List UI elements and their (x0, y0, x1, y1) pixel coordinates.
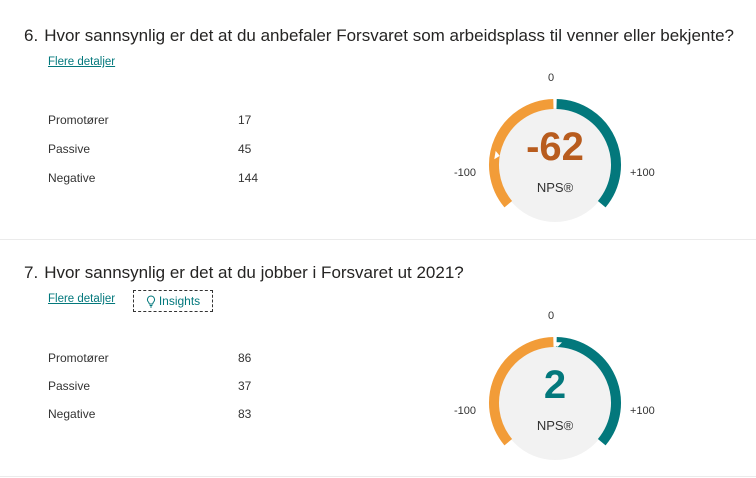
nps-gauge: 0 -100 +100 2 NPS® (440, 308, 670, 460)
question-number: 7. (24, 263, 39, 282)
question-divider (0, 239, 756, 240)
question-title: 6. Hvor sannsynlig er det at du anbefaler… (24, 26, 734, 46)
stat-label: Promotører (48, 113, 109, 127)
gauge-negative-arc (489, 337, 554, 446)
nps-score: -62 (526, 125, 584, 169)
nps-score: 2 (543, 363, 567, 407)
stat-value: 83 (238, 407, 252, 421)
gauge-background (498, 108, 612, 222)
nps-gauge-graphic (489, 99, 621, 222)
question-text: Hvor sannsynlig er det at du anbefaler F… (44, 26, 734, 45)
stat-label: Negative (48, 407, 96, 421)
gauge-score-marker (494, 150, 500, 160)
gauge-min-label: -100 (454, 405, 477, 417)
nps-gauge: 0 -100 +100 -62 NPS® (440, 70, 670, 222)
nps-gauge-graphic (489, 337, 621, 460)
gauge-score-marker (553, 342, 563, 348)
insights-button[interactable]: Insights (133, 290, 213, 312)
gauge-min-label: -100 (454, 167, 477, 179)
stat-value: 17 (238, 113, 252, 127)
nps-label: NPS® (536, 180, 574, 195)
insights-label: Insights (158, 294, 201, 308)
stat-label: Passive (48, 379, 91, 393)
stat-value: 37 (238, 379, 252, 393)
stat-value: 45 (238, 142, 252, 156)
question-text: Hvor sannsynlig er det at du jobber i Fo… (44, 263, 464, 282)
question-number: 6. (24, 26, 39, 45)
gauge-positive-arc (556, 337, 621, 446)
stat-label: Promotører (48, 351, 109, 365)
gauge-zero-label: 0 (548, 72, 555, 84)
more-details-link[interactable]: Flere detaljer (48, 293, 116, 305)
stat-value: 86 (238, 351, 252, 365)
stat-label: Negative (48, 171, 96, 185)
gauge-zero-label: 0 (548, 310, 555, 322)
question-6: 6. Hvor sannsynlig er det at du anbefaler… (24, 26, 734, 222)
gauge-background (498, 346, 612, 460)
lightbulb-icon (146, 294, 155, 307)
gauge-max-label: +100 (630, 167, 655, 179)
question-title: 7. Hvor sannsynlig er det at du jobber i … (24, 263, 464, 283)
gauge-positive-arc (556, 99, 621, 208)
gauge-negative-arc (489, 99, 554, 208)
question-7: 7. Hvor sannsynlig er det at du jobber i … (0, 240, 756, 478)
question-divider (0, 476, 756, 477)
gauge-max-label: +100 (630, 405, 655, 417)
nps-label: NPS® (536, 418, 574, 433)
stat-value: 144 (238, 171, 259, 185)
stat-label: Passive (48, 142, 91, 156)
more-details-link[interactable]: Flere detaljer (48, 56, 116, 68)
